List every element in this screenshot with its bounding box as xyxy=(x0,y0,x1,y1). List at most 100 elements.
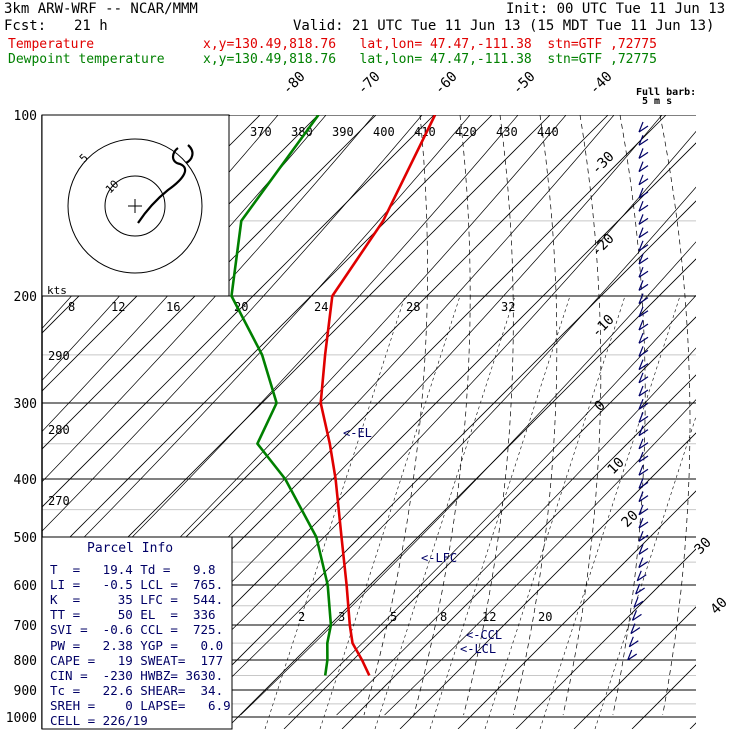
wind-barb-flag xyxy=(638,451,644,463)
isotherm-tick-label: 20 xyxy=(619,508,642,531)
mixing-ratio-line xyxy=(484,295,626,729)
wind-barb xyxy=(638,178,649,186)
isotherm-tick-label: -10 xyxy=(589,312,618,341)
dry-adiabat xyxy=(288,294,696,716)
isotherm-line xyxy=(573,606,696,729)
parcel-row: LI = -0.5 LCL = 765. xyxy=(50,577,224,592)
theta-tick-label: 430 xyxy=(496,125,518,139)
isotherm-tick-label: -40 xyxy=(587,69,616,98)
pressure-tick-label: 900 xyxy=(14,684,37,699)
isotherm-tick-label: -50 xyxy=(510,69,539,98)
wind-barb-flag xyxy=(638,161,644,172)
wind-barb xyxy=(638,468,649,476)
wind-barb xyxy=(638,283,649,291)
wind-barb-flag xyxy=(638,319,644,331)
wind-barb-flag xyxy=(638,359,644,370)
temperature-legend: Temperature xyxy=(8,37,95,52)
wind-barb xyxy=(638,349,649,357)
wind-barb-flag xyxy=(638,148,644,159)
theta-tick-label: 290 xyxy=(48,349,70,363)
wind-barb-flag xyxy=(638,464,644,476)
parcel-row: SREH = 0 LAPSE= 6.9 xyxy=(50,698,231,713)
wind-barb-flag xyxy=(638,517,644,529)
wind-barb xyxy=(638,442,649,450)
wind-barb-flag xyxy=(638,266,644,278)
wind-barb xyxy=(638,336,649,344)
dry-adiabat xyxy=(192,186,696,716)
theta-tick-label: 280 xyxy=(48,423,70,437)
isotherm-line xyxy=(42,115,435,508)
mixing-ratio-tick-label: 3 xyxy=(338,610,345,624)
mixing-ratio-line xyxy=(264,295,406,729)
isotherm-tick-label: 30 xyxy=(692,535,715,558)
dry-adiabat xyxy=(240,241,696,716)
parcel-row: TT = 50 EL = 336 xyxy=(50,607,216,622)
moist-adiabat xyxy=(562,115,602,716)
isotherm-tick-label: -70 xyxy=(355,69,384,98)
mixing-ratio-line xyxy=(319,295,461,729)
wind-barb-flag xyxy=(638,438,644,450)
wind-barb-flag xyxy=(628,636,634,648)
wind-barb-flag xyxy=(638,200,644,212)
wind-barb xyxy=(627,653,638,661)
wind-barb xyxy=(638,270,649,278)
dewpoint-location: x,y=130.49,818.76 lat,lon= 47.47,-111.38… xyxy=(203,52,657,67)
wind-barb xyxy=(638,310,649,318)
dry-adiabat xyxy=(42,115,423,532)
wind-barb-flag xyxy=(638,306,644,318)
theta-tick-label: 410 xyxy=(414,125,436,139)
wind-barb xyxy=(638,138,649,146)
moist-adiabat xyxy=(700,115,735,715)
wind-barb xyxy=(628,640,639,648)
wind-barb xyxy=(638,402,649,410)
dry-adiabat xyxy=(42,115,471,581)
wind-barb xyxy=(638,151,649,159)
wind-barb xyxy=(632,613,642,621)
wind-barb xyxy=(633,600,644,608)
isotherm-line xyxy=(42,115,493,566)
mixing-ratio-tick-label: 5 xyxy=(390,610,397,624)
wind-barb xyxy=(638,455,649,463)
wind-barb xyxy=(638,297,649,305)
wind-barb xyxy=(638,534,649,542)
hodograph-trace xyxy=(137,144,194,224)
moist-adiabat xyxy=(463,115,514,716)
wind-barb xyxy=(638,323,649,331)
wind-barb xyxy=(638,547,649,555)
wind-barb-flag xyxy=(638,398,644,410)
pressure-tick-label: 400 xyxy=(14,473,37,488)
wind-barb-flag xyxy=(638,240,644,252)
isotherm-line xyxy=(399,432,696,729)
wind-barb-flag xyxy=(638,557,644,568)
wind-barb xyxy=(638,165,649,173)
wind-barb-flag xyxy=(638,530,644,542)
wind-barb-flag xyxy=(638,253,644,265)
isotherm-tick-label: -30 xyxy=(589,149,618,178)
isotherm-line xyxy=(42,115,377,450)
wind-barb xyxy=(638,508,649,516)
isotherm-line xyxy=(457,490,696,729)
parcel-row: CAPE = 19 SWEAT= 177 xyxy=(50,653,224,668)
mixing-ratio-line xyxy=(539,295,681,729)
parcel-row: K = 35 LFC = 544. xyxy=(50,592,224,607)
wind-barb-flag xyxy=(638,491,644,502)
wind-barb xyxy=(638,125,649,133)
wind-barb-flag xyxy=(638,293,644,304)
isotherm-line xyxy=(225,258,696,729)
hodograph-ring xyxy=(67,138,203,274)
moist-adiabat xyxy=(659,115,691,716)
temperature-location: x,y=130.49,818.76 lat,lon= 47.47,-111.38… xyxy=(203,37,657,52)
pressure-tick-label: 200 xyxy=(14,290,37,305)
theta-tick-label: 440 xyxy=(537,125,559,139)
wind-barb-flag xyxy=(638,385,644,397)
wind-barb xyxy=(638,363,649,371)
wind-barb-flag xyxy=(638,227,644,238)
wind-barb xyxy=(638,257,649,265)
pressure-tick-label: 100 xyxy=(14,109,37,124)
parcel-info-panel: Parcel Info T = 19.4 Td = 9.8 LI = -0.5 … xyxy=(42,538,232,730)
init-time: Init: 00 UTC Tue 11 Jun 13 xyxy=(506,1,726,17)
parcel-row: CIN = -230 HWBZ= 3630. xyxy=(50,668,224,683)
parcel-info-box xyxy=(41,536,233,730)
moist-adiabat xyxy=(612,115,646,716)
wind-barb xyxy=(638,429,649,437)
